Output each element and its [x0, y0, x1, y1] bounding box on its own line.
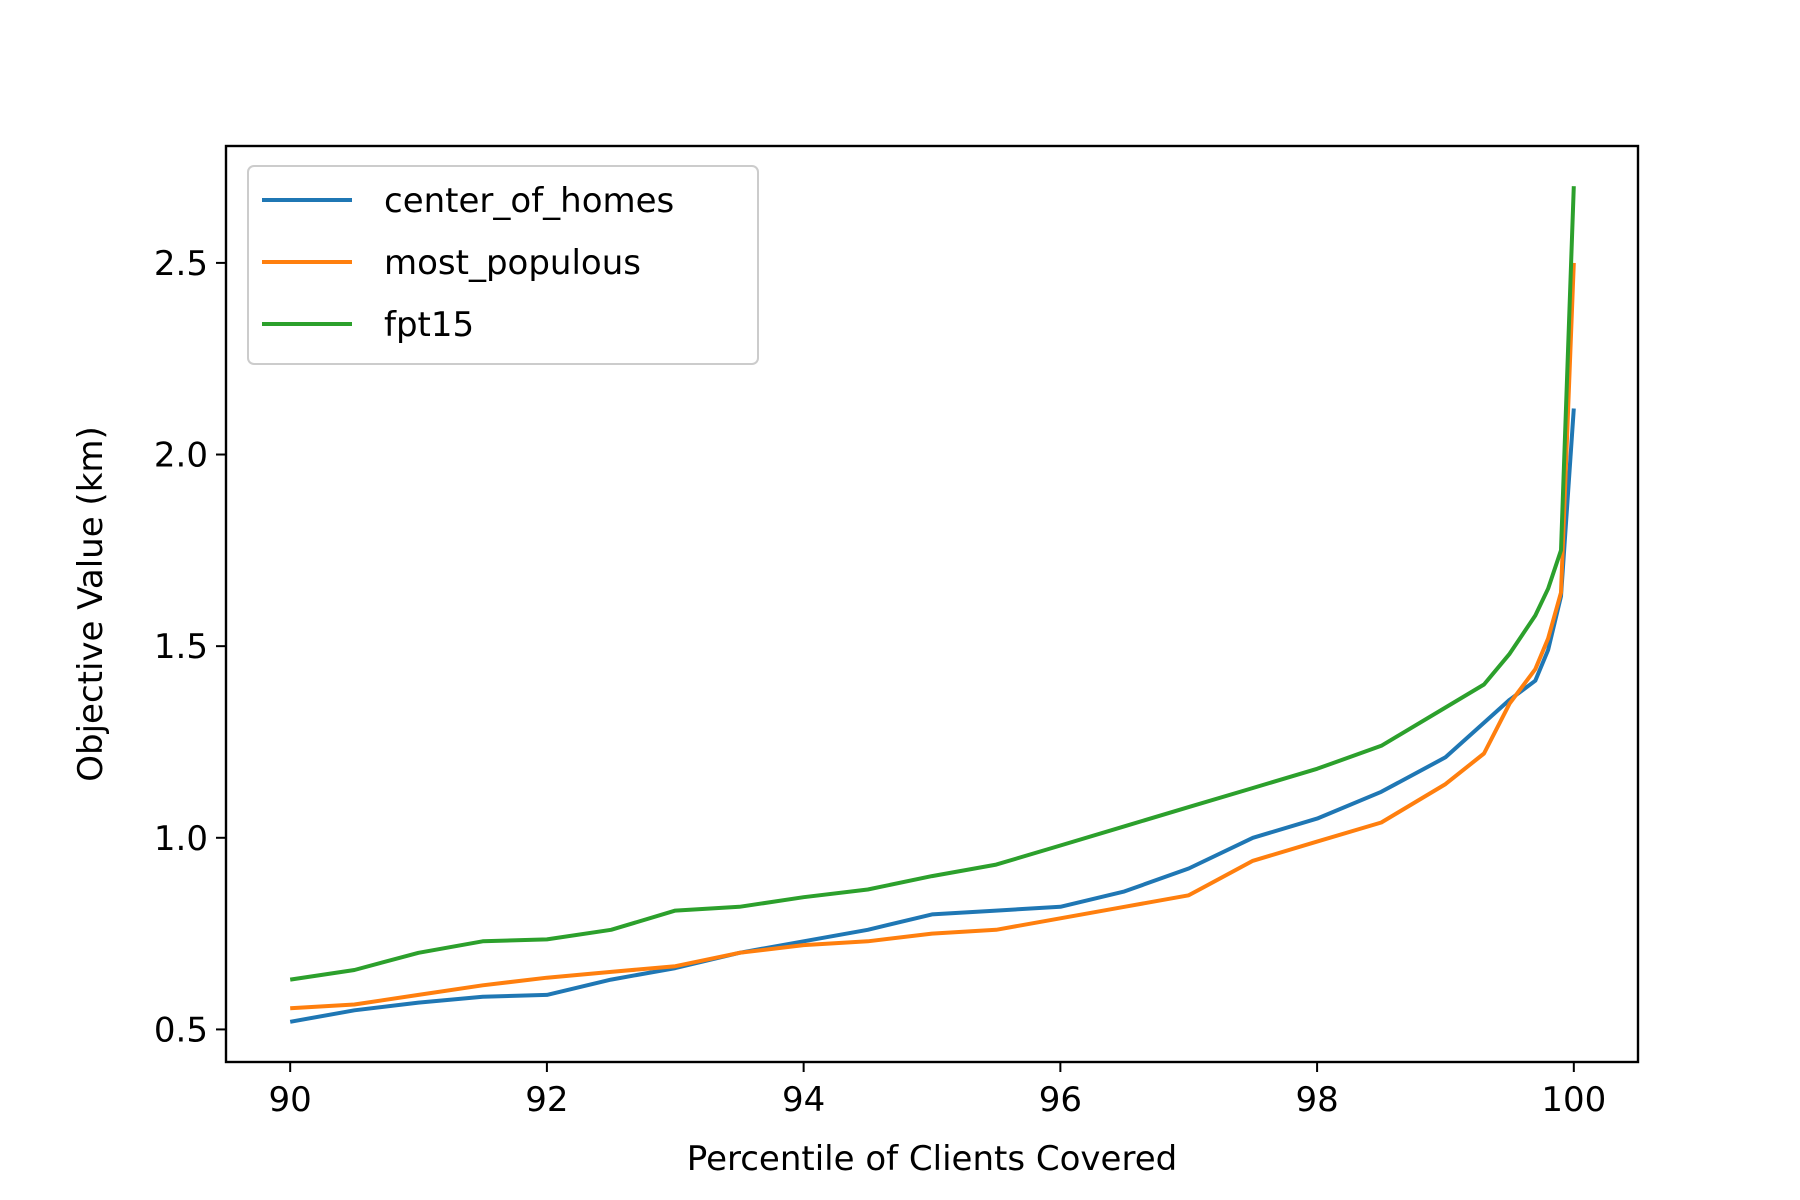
y-tick-label: 1.5	[154, 627, 208, 667]
x-tick-label: 98	[1295, 1080, 1338, 1120]
x-tick-label: 92	[525, 1080, 568, 1120]
series-line-fpt15	[289, 186, 1576, 982]
legend-label: fpt15	[384, 305, 474, 345]
legend-label: center_of_homes	[384, 181, 674, 221]
y-axis-label: Objective Value (km)	[71, 426, 111, 782]
y-tick-label: 0.5	[154, 1010, 208, 1050]
plot-area-frame	[224, 144, 1640, 1064]
y-axis-ticks: 0.5 1.0 1.5 2.0 2.5	[154, 244, 226, 1050]
legend: center_of_homes most_populous fpt15	[247, 165, 759, 365]
y-tick-label: 2.5	[154, 244, 208, 284]
x-tick-label: 94	[782, 1080, 825, 1120]
x-tick-label: 96	[1039, 1080, 1082, 1120]
y-tick-label: 2.0	[154, 436, 208, 476]
series-layer	[289, 186, 1576, 1024]
x-axis-label: Percentile of Clients Covered	[687, 1139, 1177, 1179]
x-axis-ticks: 90 92 94 96 98 100	[269, 1062, 1606, 1120]
series-line-center-of-homes	[289, 408, 1576, 1024]
x-tick-label: 100	[1541, 1080, 1606, 1120]
legend-label: most_populous	[384, 243, 641, 283]
series-line-most-populous	[290, 262, 1576, 1011]
y-tick-label: 1.0	[154, 819, 208, 859]
x-tick-label: 90	[269, 1080, 312, 1120]
legend-box	[247, 165, 759, 365]
